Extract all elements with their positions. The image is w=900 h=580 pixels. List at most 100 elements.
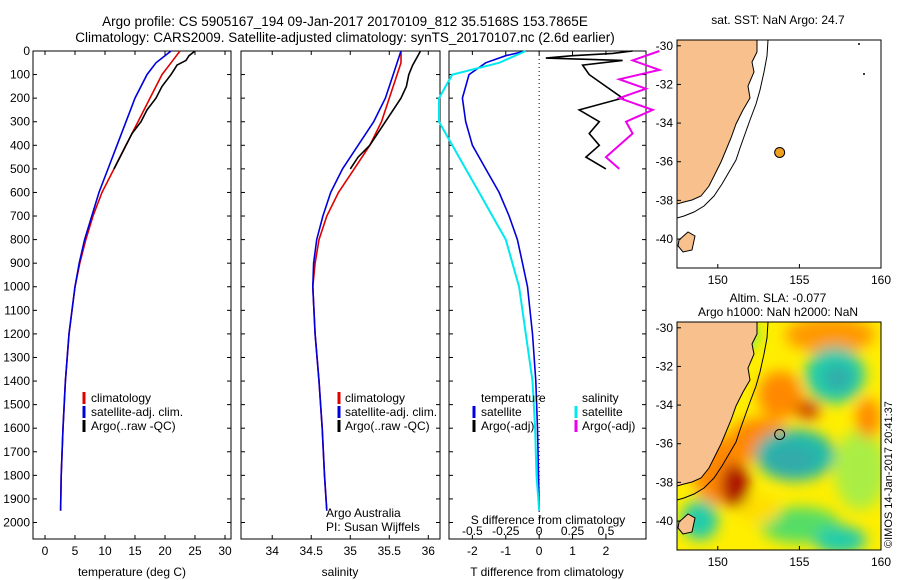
map-y-tick-label: -40 <box>656 232 674 246</box>
sst-island <box>858 43 860 45</box>
sla-blob <box>740 496 780 524</box>
sla-map-title-1: Altim. SLA: -0.077 <box>730 291 827 305</box>
sla-blob <box>856 398 880 438</box>
sla-isobath <box>677 322 769 501</box>
series-line-t-satellite <box>461 50 540 511</box>
y-tick-label: 2000 <box>3 515 30 529</box>
salinity-plot-frame <box>240 50 441 540</box>
x-tick-label: -2 <box>467 544 478 558</box>
sla-blob <box>824 365 852 391</box>
y-tick-label: 0 <box>23 44 30 58</box>
series-line-argo-raw-qc- <box>113 50 196 170</box>
y-tick-label: 1600 <box>3 421 30 435</box>
sla-blob <box>764 445 816 475</box>
x-tick-label: 35 <box>344 544 358 558</box>
s-tick-label: -0.5 <box>462 524 483 538</box>
map-x-tick-label: 150 <box>708 273 728 287</box>
legend-clim-label: climatology <box>91 391 151 405</box>
annotation-argo-australia: Argo Australia <box>326 506 401 520</box>
map-x-tick-label: 150 <box>708 555 728 569</box>
x-tick-label: 2 <box>603 544 610 558</box>
sla-blob <box>785 322 875 353</box>
temperature-plot: 0 5 10 15 20 25 300100200300400500600700800900… <box>3 44 232 558</box>
map-y-tick-label: -34 <box>656 116 674 130</box>
sla-land-tasmania <box>677 513 696 535</box>
map-y-tick-label: -32 <box>656 359 674 373</box>
x-tick-label: -1 <box>500 544 511 558</box>
x-tick-label: 30 <box>218 544 232 558</box>
title-line-2: Climatology: CARS2009. Satellite-adjuste… <box>75 30 615 45</box>
y-tick-label: 200 <box>10 91 30 105</box>
map-y-tick-label: -32 <box>656 77 674 91</box>
y-tick-label: 400 <box>10 138 30 152</box>
sst-map-frame <box>676 39 882 269</box>
profile-location-marker <box>774 428 786 440</box>
series-line-s-satellite <box>438 50 541 511</box>
y-tick-label: 1500 <box>3 398 30 412</box>
map-y-tick-label: -36 <box>656 437 674 451</box>
y-tick-label: 1900 <box>3 492 30 506</box>
temperature-legend: climatology satellite-adj. clim. Argo(..… <box>82 391 183 433</box>
map-y-tick-label: -38 <box>656 193 674 207</box>
difference-xlabel-top: S difference from climatology <box>471 513 626 527</box>
sla-blob <box>758 371 802 419</box>
x-tick-label: 1 <box>569 544 576 558</box>
y-tick-label: 1000 <box>3 280 30 294</box>
s-tick-label: -0.25 <box>492 524 520 538</box>
x-tick-label: 10 <box>98 544 112 558</box>
legend-argo-label: Argo(..raw -QC) <box>91 419 176 433</box>
diff-legend-temp-title: temperature <box>481 391 546 405</box>
y-tick-label: 900 <box>10 256 30 270</box>
sst-island-2 <box>863 73 865 75</box>
s-tick-label: 0.25 <box>561 524 585 538</box>
series-line-climatology <box>311 51 402 511</box>
sal-legend-argo-label: Argo(..raw -QC) <box>345 419 430 433</box>
map-x-tick-label: 155 <box>789 273 809 287</box>
series-line-satellite-adj-clim- <box>59 50 172 511</box>
credit-text: ©IMOS 14-Jan-2017 20:41:37 <box>883 401 895 548</box>
sst-map-axes: 150 155 160 -30 -32 -34 -36 -38 -40 <box>656 39 892 287</box>
salinity-xlabel: salinity <box>322 565 359 579</box>
salinity-plot: 34 34.5 35 35.5 36 <box>241 50 440 558</box>
y-tick-label: 1100 <box>4 303 30 317</box>
sla-map <box>677 322 881 550</box>
sst-map-title: sat. SST: NaN Argo: 24.7 <box>711 13 845 27</box>
sst-land-tasmania <box>677 231 696 253</box>
map-x-tick-label: 160 <box>871 555 891 569</box>
annotation-pi: PI: Susan Wijffels <box>326 520 420 534</box>
y-tick-label: 700 <box>10 209 30 223</box>
temperature-xlabel: temperature (deg C) <box>78 565 186 579</box>
y-tick-label: 1700 <box>3 445 30 459</box>
x-tick-label: 0 <box>536 544 543 558</box>
y-tick-label: 1800 <box>3 468 30 482</box>
y-tick-label: 1200 <box>3 327 30 341</box>
profile-location-marker <box>774 146 786 158</box>
y-tick-label: 500 <box>10 162 30 176</box>
y-tick-label: 800 <box>10 233 30 247</box>
map-y-tick-label: -36 <box>656 155 674 169</box>
series-line-satellite-adj-clim- <box>311 50 402 511</box>
y-tick-label: 1300 <box>3 350 30 364</box>
diff-legend-targo-label: Argo(-adj) <box>481 419 534 433</box>
map-y-tick-label: -30 <box>656 39 674 53</box>
diff-legend-sargo-label: Argo(-adj) <box>582 419 635 433</box>
salinity-legend: climatology satellite-adj. clim. Argo(..… <box>326 391 437 534</box>
sla-map-axes: 150 155 160 -30 -32 -34 -36 -38 -40 <box>656 321 892 569</box>
difference-xlabel: T difference from climatology <box>470 565 624 579</box>
diff-legend-ssat-label: satellite <box>582 405 623 419</box>
temperature-plot-frame <box>32 50 232 540</box>
x-tick-label: 0 <box>42 544 49 558</box>
series-line-climatology <box>59 50 181 511</box>
y-tick-label: 300 <box>10 115 30 129</box>
map-y-tick-label: -38 <box>656 475 674 489</box>
difference-plot-frame <box>448 50 647 540</box>
x-tick-label: 35.5 <box>378 544 402 558</box>
map-y-tick-label: -40 <box>656 514 674 528</box>
y-tick-label: 100 <box>10 68 30 82</box>
difference-legend: temperature salinity satellite Argo(-adj… <box>472 391 635 433</box>
sla-blob <box>721 463 749 507</box>
sla-map-title-2: Argo h1000: NaN h2000: NaN <box>698 305 858 319</box>
s-tick-label: 0.5 <box>598 524 615 538</box>
x-tick-label: 20 <box>158 544 172 558</box>
